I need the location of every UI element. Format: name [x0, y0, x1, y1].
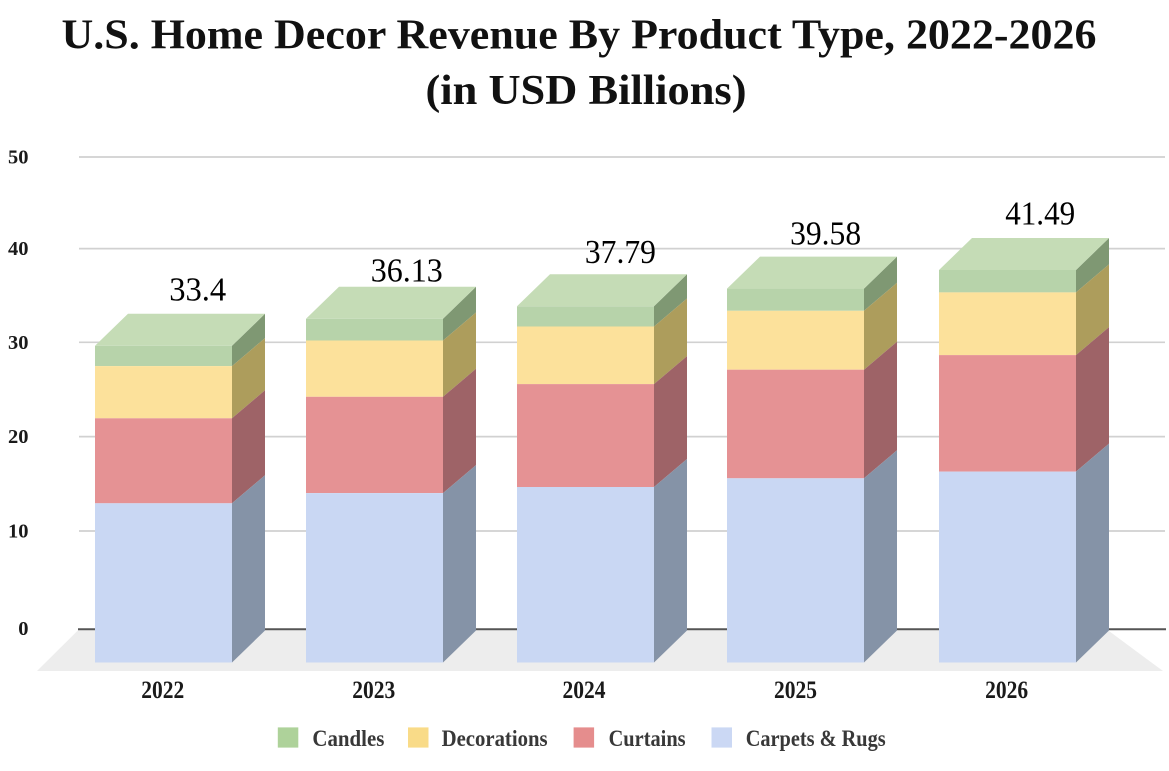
svg-text:50: 50	[8, 146, 29, 168]
svg-text:40: 40	[8, 238, 29, 260]
svg-text:2025: 2025	[774, 675, 817, 704]
svg-text:41.49: 41.49	[1005, 195, 1075, 232]
svg-text:30: 30	[8, 332, 29, 354]
svg-text:37.79: 37.79	[585, 234, 656, 271]
svg-text:Candles: Candles	[312, 726, 384, 752]
svg-text:Decorations: Decorations	[442, 726, 548, 752]
svg-text:Curtains: Curtains	[609, 726, 686, 752]
svg-text:2024: 2024	[563, 675, 606, 704]
svg-text:2026: 2026	[985, 675, 1028, 704]
svg-text:U.S. Home Decor Revenue By Pro: U.S. Home Decor Revenue By Product Type,…	[62, 13, 1097, 59]
svg-text:10: 10	[8, 521, 29, 543]
svg-text:39.58: 39.58	[790, 216, 861, 253]
svg-text:36.13: 36.13	[371, 253, 443, 290]
svg-text:20: 20	[8, 426, 29, 448]
svg-text:2023: 2023	[352, 675, 395, 704]
svg-text:0: 0	[18, 618, 28, 640]
svg-text:Carpets & Rugs: Carpets & Rugs	[746, 726, 886, 752]
svg-text:2022: 2022	[141, 675, 184, 704]
svg-text:(in USD Billions): (in USD Billions)	[426, 68, 747, 114]
svg-text:33.4: 33.4	[169, 272, 226, 309]
